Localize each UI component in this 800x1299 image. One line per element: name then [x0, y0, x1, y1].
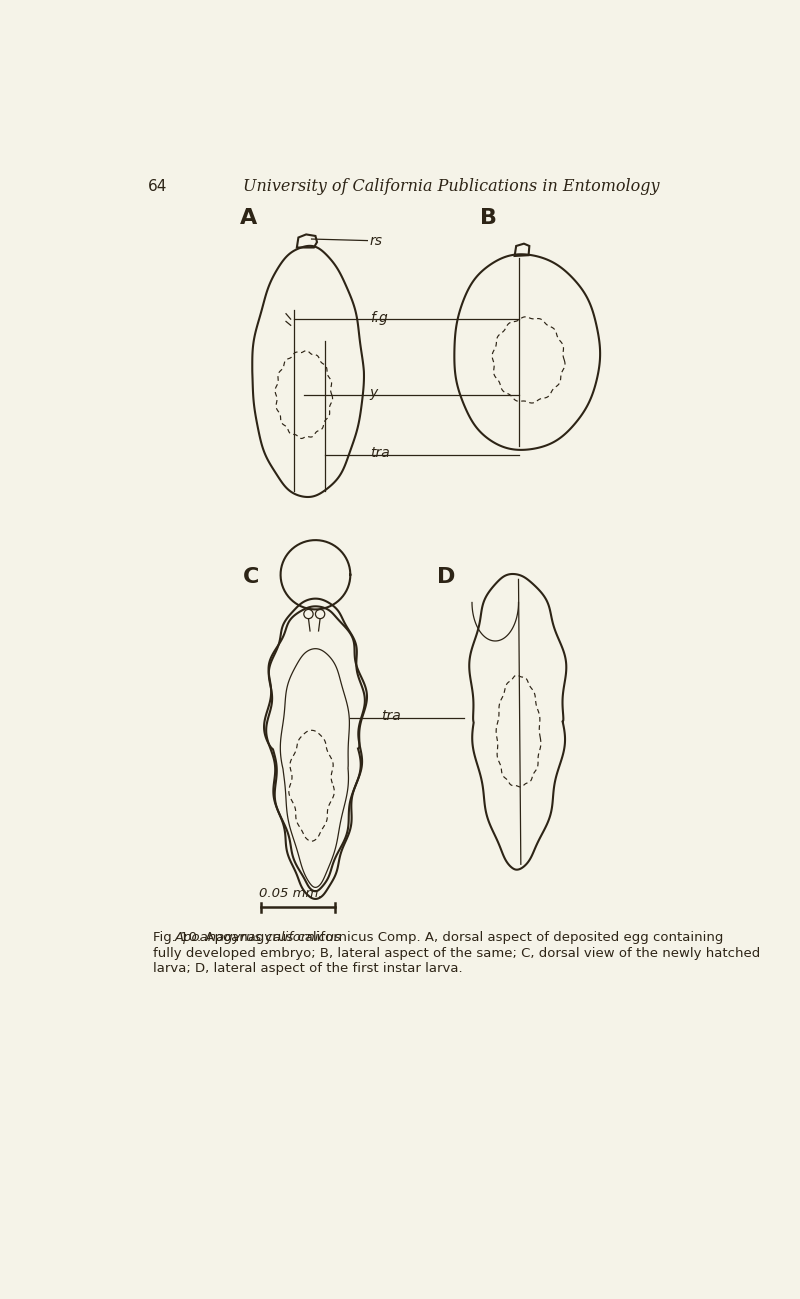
- Text: 0.05 mm.: 0.05 mm.: [259, 887, 322, 900]
- Text: University of California Publications in Entomology: University of California Publications in…: [243, 178, 660, 195]
- Text: fully developed embryo; B, lateral aspect of the same; C, dorsal view of the new: fully developed embryo; B, lateral aspec…: [153, 947, 760, 960]
- Text: rs: rs: [370, 234, 382, 248]
- Text: y: y: [370, 386, 378, 400]
- Text: C: C: [243, 568, 260, 587]
- Text: Fig. 10. Apoanagyrus californicus Comp. A, dorsal aspect of deposited egg contai: Fig. 10. Apoanagyrus californicus Comp. …: [153, 931, 723, 944]
- Text: tra: tra: [370, 446, 390, 460]
- Text: B: B: [480, 208, 497, 227]
- Text: D: D: [437, 568, 455, 587]
- Text: Apoanagyrus californicus: Apoanagyrus californicus: [174, 931, 342, 944]
- Text: f.g: f.g: [370, 310, 387, 325]
- Text: 64: 64: [148, 178, 167, 194]
- Text: A: A: [239, 208, 257, 227]
- Text: larva; D, lateral aspect of the first instar larva.: larva; D, lateral aspect of the first in…: [153, 963, 462, 976]
- Text: tra: tra: [382, 709, 401, 724]
